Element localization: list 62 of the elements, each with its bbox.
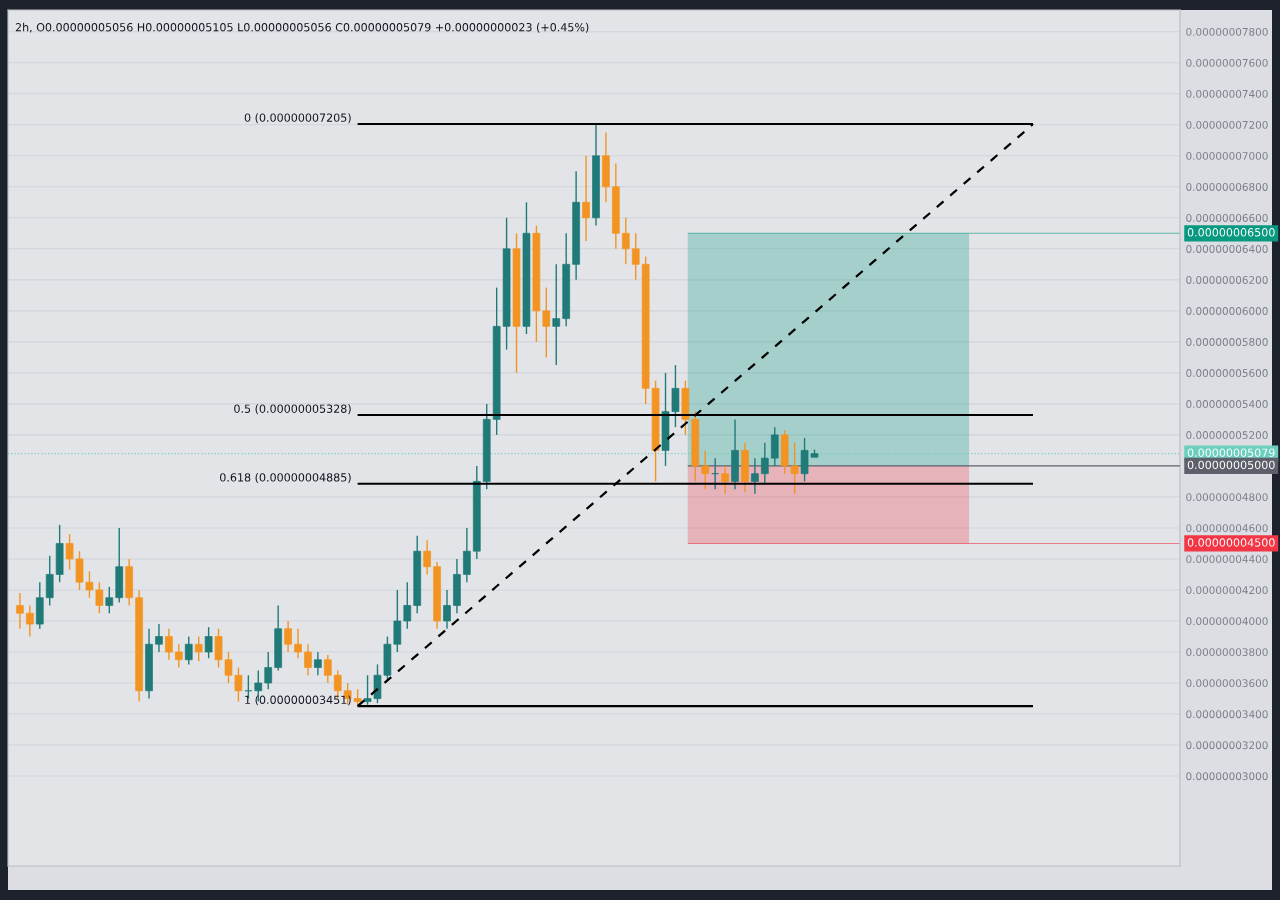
y-tick-label: 0.00000003000 bbox=[1186, 772, 1268, 781]
text: 2h, O0.00000005056 H0.00000005105 L0.00000005056 C0.00000005079 +0.00000000023 (+0.45%) bbox=[15, 22, 589, 33]
candlestick bbox=[701, 449, 710, 490]
candlestick bbox=[443, 589, 451, 630]
y-tick-label: 0.00000006200 bbox=[1186, 276, 1268, 284]
candlestick bbox=[304, 643, 312, 676]
y-tick-label: 0.00000004800 bbox=[1186, 493, 1268, 502]
y-tick-label: 0.00000005600 bbox=[1186, 369, 1268, 377]
candlestick bbox=[552, 263, 561, 366]
y-tick-label: 0.00000007400 bbox=[1186, 89, 1268, 98]
ref-line-label: 0.618 (0.00000004885) bbox=[220, 473, 351, 483]
y-tick-label: 0.00000004400 bbox=[1186, 555, 1268, 564]
candlestick bbox=[45, 555, 54, 607]
y-tick-label: 0.00000007600 bbox=[1186, 58, 1268, 67]
candlestick bbox=[26, 604, 34, 638]
candlestick bbox=[631, 232, 640, 281]
candlestick bbox=[621, 217, 630, 266]
candlestick bbox=[403, 581, 412, 630]
ref-line-label: 0.5 (0.00000005328) bbox=[234, 404, 351, 415]
ref-line-label: 0.00000005000 bbox=[1187, 460, 1275, 470]
y-tick-label: 0.00000007200 bbox=[1186, 120, 1268, 129]
candlestick bbox=[194, 635, 203, 662]
y-tick-label: 0.00000003400 bbox=[1186, 710, 1268, 719]
candlestick bbox=[323, 654, 332, 684]
ref-line-label: 0.00000005079 bbox=[1187, 448, 1275, 457]
candlestick bbox=[105, 586, 114, 614]
candlestick bbox=[175, 643, 183, 669]
y-tick-label: 0.00000004000 bbox=[1186, 617, 1268, 626]
candlestick bbox=[294, 628, 302, 659]
candlestick bbox=[582, 155, 590, 242]
band-label: 0.00000006500 bbox=[1187, 228, 1275, 237]
candlestick bbox=[165, 628, 173, 661]
y-tick-label: 0.00000006800 bbox=[1186, 183, 1268, 191]
candlestick bbox=[721, 465, 729, 495]
y-tick-label: 0.00000003600 bbox=[1186, 679, 1268, 688]
candlestick bbox=[463, 527, 471, 583]
y-tick-label: 0.00000005200 bbox=[1186, 431, 1268, 439]
y-tick-label: 0.00000003800 bbox=[1186, 648, 1268, 657]
candlestick bbox=[284, 620, 292, 653]
y-tick-label: 0.00000003200 bbox=[1186, 741, 1268, 750]
candlestick bbox=[790, 441, 799, 495]
y-tick-label: 0.00000007800 bbox=[1186, 27, 1268, 36]
candlestick bbox=[16, 592, 24, 630]
y-tick-label: 0.00000006600 bbox=[1186, 214, 1268, 222]
candlestick bbox=[264, 651, 273, 690]
y-tick-label: 0.00000007000 bbox=[1186, 151, 1268, 160]
candlestick bbox=[184, 635, 193, 666]
y-tick-label: 0.00000006400 bbox=[1186, 245, 1268, 253]
y-tick-label: 0.00000004600 bbox=[1186, 524, 1268, 533]
candlestick bbox=[155, 623, 163, 653]
band-label: 0.00000004500 bbox=[1187, 538, 1275, 547]
candlestick bbox=[751, 457, 759, 495]
candlestick bbox=[204, 626, 213, 659]
ref-line-label: 0 (0.00000007205) bbox=[244, 113, 351, 124]
y-tick-label: 0.00000006000 bbox=[1186, 307, 1268, 315]
y-tick-label: 0.00000004200 bbox=[1186, 586, 1268, 595]
candlestick bbox=[314, 651, 322, 676]
candlestick bbox=[770, 426, 779, 467]
y-tick-label: 0.00000005800 bbox=[1186, 338, 1268, 346]
candlestick bbox=[423, 539, 431, 576]
candlestick bbox=[761, 441, 769, 486]
y-tick-label: 0.00000005400 bbox=[1186, 400, 1268, 408]
